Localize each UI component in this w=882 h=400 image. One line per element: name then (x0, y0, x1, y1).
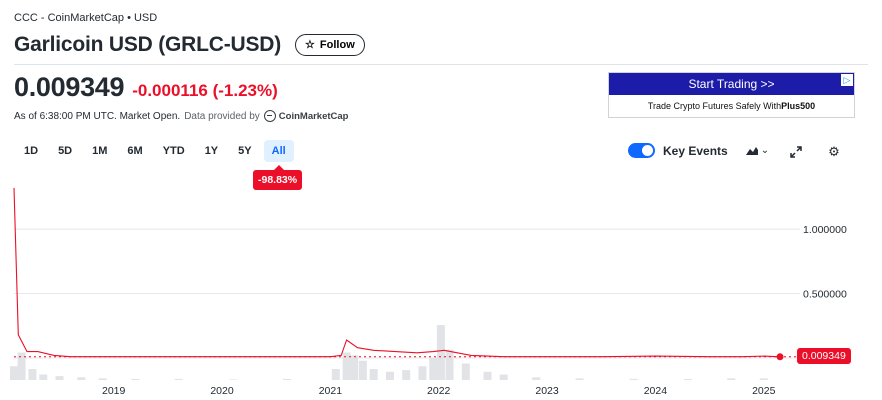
volume-bar (402, 370, 411, 380)
performance-badge: -98.83% (253, 165, 303, 190)
ad-brand: Plus500 (781, 101, 816, 111)
volume-bar (385, 371, 394, 380)
follow-button[interactable]: ☆ Follow (295, 34, 365, 56)
volume-bar (418, 366, 427, 380)
x-tick-label: 2025 (752, 385, 776, 397)
provider-name: CoinMarketCap (278, 110, 349, 122)
volume-bar (342, 352, 351, 380)
price-series-line (13, 187, 781, 358)
x-tick-label: 2024 (644, 385, 668, 397)
ad-headline[interactable]: Start Trading >> (609, 73, 854, 95)
provider-logo[interactable]: CoinMarketCap (263, 110, 349, 122)
volume-bar (55, 376, 64, 380)
volume-bar (461, 363, 470, 380)
y-tick-label: 0.500000 (803, 289, 847, 301)
mountain-chart-icon (745, 147, 758, 155)
chart-type-button[interactable]: ⌄ (745, 145, 770, 156)
star-icon: ☆ (305, 38, 315, 51)
volume-bar (759, 378, 768, 380)
current-price-tag: 0.009349 (797, 348, 851, 364)
range-all[interactable]: All (263, 140, 294, 162)
volume-bar (532, 377, 541, 380)
volume-bar (575, 378, 584, 380)
volume-bar (228, 379, 237, 380)
market-status: As of 6:38:00 PM UTC. Market Open. Data … (14, 110, 348, 122)
quote-row: 0.009349 -0.000116 (-1.23%) (14, 72, 278, 103)
last-price-dot (776, 353, 784, 361)
x-tick-label: 2021 (319, 385, 343, 397)
adchoices-icon[interactable]: ▷ (841, 74, 853, 86)
price-chart[interactable]: 2019 2020 2021 2022 2023 2024 2025 1.000000 0.5… (0, 176, 882, 400)
volume-bar (331, 369, 340, 380)
volume-bar (10, 366, 18, 380)
as-of-text: As of 6:38:00 PM UTC. Market Open. (14, 110, 181, 122)
coinmarketcap-icon (263, 110, 276, 122)
range-ytd[interactable]: YTD (162, 145, 185, 157)
volume-bar (629, 378, 638, 380)
chart-grid (14, 228, 800, 359)
header-divider (14, 64, 868, 65)
y-tick-label: 1.000000 (803, 224, 847, 236)
volume-bar (499, 374, 508, 380)
x-tick-label: 2020 (210, 385, 234, 397)
volume-bar (369, 369, 378, 380)
x-tick-label: 2019 (102, 385, 126, 397)
volume-bar (683, 378, 692, 380)
volume-bar (429, 358, 438, 380)
range-1m[interactable]: 1M (92, 145, 108, 157)
volume-bar (436, 325, 445, 380)
toggle-knob (642, 145, 653, 156)
volume-bar (131, 378, 140, 380)
volume-bar (358, 360, 367, 380)
volume-bar (17, 352, 26, 380)
page-title: Garlicoin USD (GRLC-USD) (14, 33, 282, 56)
price-change: -0.000116 (-1.23%) (132, 81, 278, 100)
title-row: Garlicoin USD (GRLC-USD) ☆ Follow (14, 33, 365, 57)
chart-controls: Key Events ⌄ (628, 143, 769, 158)
volume-bar (727, 378, 736, 380)
expand-icon[interactable] (788, 144, 804, 160)
key-events-toggle[interactable] (628, 143, 655, 158)
range-5y[interactable]: 5Y (238, 145, 252, 157)
gear-icon[interactable]: ⚙ (828, 144, 840, 159)
volume-bar (98, 378, 107, 380)
volume-bar (283, 378, 292, 380)
volume-bar (28, 369, 37, 380)
range-6m[interactable]: 6M (127, 145, 143, 157)
range-5d[interactable]: 5D (58, 145, 73, 157)
current-price: 0.009349 (14, 72, 125, 102)
x-axis-labels: 2019 2020 2021 2022 2023 2024 2025 (102, 385, 776, 397)
volume-bar (39, 374, 48, 380)
range-1d[interactable]: 1D (24, 145, 39, 157)
y-axis-labels: 1.000000 0.500000 (803, 224, 847, 300)
ad-tagline: Trade Crypto Futures Safely With Plus500 (609, 95, 854, 117)
volume-bar (483, 371, 492, 380)
x-tick-label: 2022 (427, 385, 451, 397)
chevron-down-icon: ⌄ (760, 145, 770, 156)
breadcrumb: CCC - CoinMarketCap • USD (14, 12, 158, 24)
range-1y[interactable]: 1Y (204, 145, 219, 157)
volume-bars (10, 325, 768, 380)
key-events-label: Key Events (663, 143, 728, 158)
volume-bar (174, 378, 183, 380)
follow-label: Follow (319, 39, 355, 51)
volume-bar (77, 377, 86, 380)
volume-bar (445, 349, 454, 380)
provided-by-text: Data provided by (184, 110, 260, 122)
x-tick-label: 2023 (535, 385, 559, 397)
range-selector: 1D 5D 1M 6M YTD 1Y 5Y All (16, 140, 294, 162)
volume-bar (350, 355, 359, 380)
ad-banner[interactable]: Start Trading >> Trade Crypto Futures Sa… (608, 72, 855, 118)
ad-tagline-text: Trade Crypto Futures Safely With (647, 101, 782, 111)
